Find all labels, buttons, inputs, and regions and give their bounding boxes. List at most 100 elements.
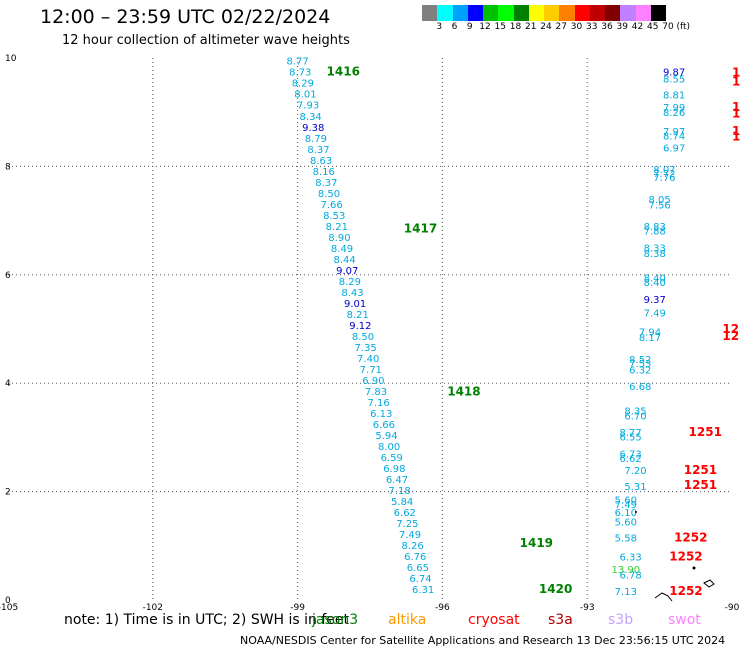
swh-value-label: 6.31 — [412, 585, 434, 596]
color-swatch — [589, 5, 605, 21]
swh-value-label: 8.38 — [644, 249, 666, 260]
color-swatch — [483, 5, 499, 21]
swh-value-label: 6.62 — [394, 508, 416, 519]
chart-subtitle: 12 hour collection of altimeter wave hei… — [62, 33, 350, 48]
color-swatch — [605, 5, 621, 21]
color-scale-label: 33 — [586, 22, 598, 32]
swh-value-label: 7.56 — [648, 200, 670, 211]
pass-time-label: 1252 — [674, 531, 707, 545]
color-scale-label: 42 — [631, 22, 644, 32]
color-swatch — [528, 5, 544, 21]
pass-time-label: 12 — [732, 66, 740, 80]
swh-value-label: 8.21 — [326, 222, 348, 233]
swh-value-label: 9.37 — [644, 295, 666, 306]
color-swatch — [544, 5, 560, 21]
pass-time-label: 1252 — [669, 584, 702, 598]
swh-value-label: 7.13 — [615, 587, 637, 598]
swh-value-label: 8.52 — [629, 355, 651, 366]
swh-value-label: 6.47 — [386, 475, 408, 486]
x-tick-label: -90 — [725, 603, 740, 613]
swh-value-label: 8.05 — [648, 195, 670, 206]
swh-value-label: 9.87 — [663, 68, 685, 79]
swh-value-label: 6.65 — [407, 563, 429, 574]
swh-value-label: 8.44 — [334, 255, 356, 266]
swh-value-label: 6.62 — [620, 454, 642, 465]
swh-value-label: 7.97 — [663, 127, 685, 138]
swh-value-label: 7.71 — [360, 365, 382, 376]
coastline-stroke — [703, 579, 715, 588]
y-tick-label: 6 — [5, 271, 11, 281]
swh-value-label: 6.73 — [620, 450, 642, 461]
swh-value-label: 6.70 — [624, 412, 646, 423]
color-scale-label: 18 — [509, 22, 522, 32]
color-scale-label: (ft) — [676, 22, 691, 32]
color-swatch — [513, 5, 529, 21]
swh-value-label: 8.40 — [644, 278, 666, 289]
y-tick-label: 8 — [5, 162, 11, 172]
pass-time-label: 1251 — [722, 329, 740, 343]
x-tick-label: -99 — [290, 603, 305, 613]
y-tick-label: 4 — [5, 379, 11, 389]
swh-value-label: 8.17 — [639, 333, 661, 344]
swh-value-label: 8.79 — [305, 134, 327, 145]
chart-title: 12:00 – 23:59 UTC 02/22/2024 — [40, 6, 331, 28]
swh-value-label: 6.76 — [404, 552, 426, 563]
swh-value-label: 6.78 — [620, 571, 642, 582]
swh-value-label: 7.49 — [644, 309, 666, 320]
swh-value-label: 7.88 — [644, 226, 666, 237]
swh-value-label: 8.16 — [313, 167, 335, 178]
color-swatch — [467, 5, 483, 21]
swh-value-label: 5.94 — [375, 431, 397, 442]
swh-value-label: 9.07 — [336, 266, 358, 277]
swh-value-label: 7.18 — [388, 486, 410, 497]
swh-value-label: 8.33 — [644, 244, 666, 255]
pass-time-label: 1251 — [689, 425, 722, 439]
pass-time-label: 1420 — [539, 582, 572, 596]
swh-value-label: 7.83 — [365, 387, 387, 398]
pass-time-label: 12 — [732, 74, 740, 88]
swh-value-label: 8.81 — [663, 90, 685, 101]
swh-value-label: 7.20 — [624, 466, 646, 477]
swh-value-label: 8.37 — [307, 145, 329, 156]
pass-time-label: 12 — [732, 106, 740, 120]
x-tick-label: -96 — [435, 603, 450, 613]
color-scale-label: 30 — [570, 22, 583, 32]
swh-value-label: 7.99 — [663, 103, 685, 114]
swh-value-label: 8.77 — [286, 57, 308, 68]
swh-value-label: 8.29 — [339, 277, 361, 288]
swh-value-label: 6.90 — [362, 376, 384, 387]
color-swatch — [574, 5, 590, 21]
swh-value-label: 8.21 — [347, 310, 369, 321]
pass-time-label: 1418 — [447, 384, 480, 398]
mission-label: cryosat — [468, 612, 520, 628]
swh-value-label: 5.31 — [624, 482, 646, 493]
pass-time-label: 1251 — [722, 322, 740, 336]
swh-value-label: 8.07 — [653, 165, 675, 176]
swh-value-label: 8.26 — [402, 541, 424, 552]
mission-label: swot — [668, 612, 701, 628]
y-tick-label: 2 — [5, 488, 11, 498]
swh-value-label: 7.35 — [354, 343, 376, 354]
swh-value-label: 7.40 — [357, 354, 379, 365]
swh-value-label: 5.58 — [615, 534, 637, 545]
swh-value-label: 6.33 — [620, 553, 642, 564]
map-dot — [692, 566, 696, 570]
pass-time-label: 1251 — [684, 463, 717, 477]
pass-time-label: 1419 — [520, 536, 553, 550]
color-swatch — [437, 5, 453, 21]
pass-time-label: 12 — [732, 130, 740, 144]
swh-value-label: 8.35 — [624, 406, 646, 417]
swh-value-label: 8.34 — [300, 112, 322, 123]
color-scale-bar — [422, 5, 666, 21]
swh-value-label: 8.29 — [292, 79, 314, 90]
swh-value-label: 6.68 — [629, 382, 651, 393]
color-swatch — [650, 5, 666, 21]
swh-value-label: 6.97 — [663, 143, 685, 154]
pass-time-label: 1252 — [669, 550, 702, 564]
swh-value-label: 8.37 — [315, 178, 337, 189]
swh-value-label: 8.63 — [310, 156, 332, 167]
pass-time-label: 1417 — [404, 222, 437, 236]
mission-label: altika — [388, 612, 427, 628]
swh-value-label: 5.60 — [615, 496, 637, 507]
